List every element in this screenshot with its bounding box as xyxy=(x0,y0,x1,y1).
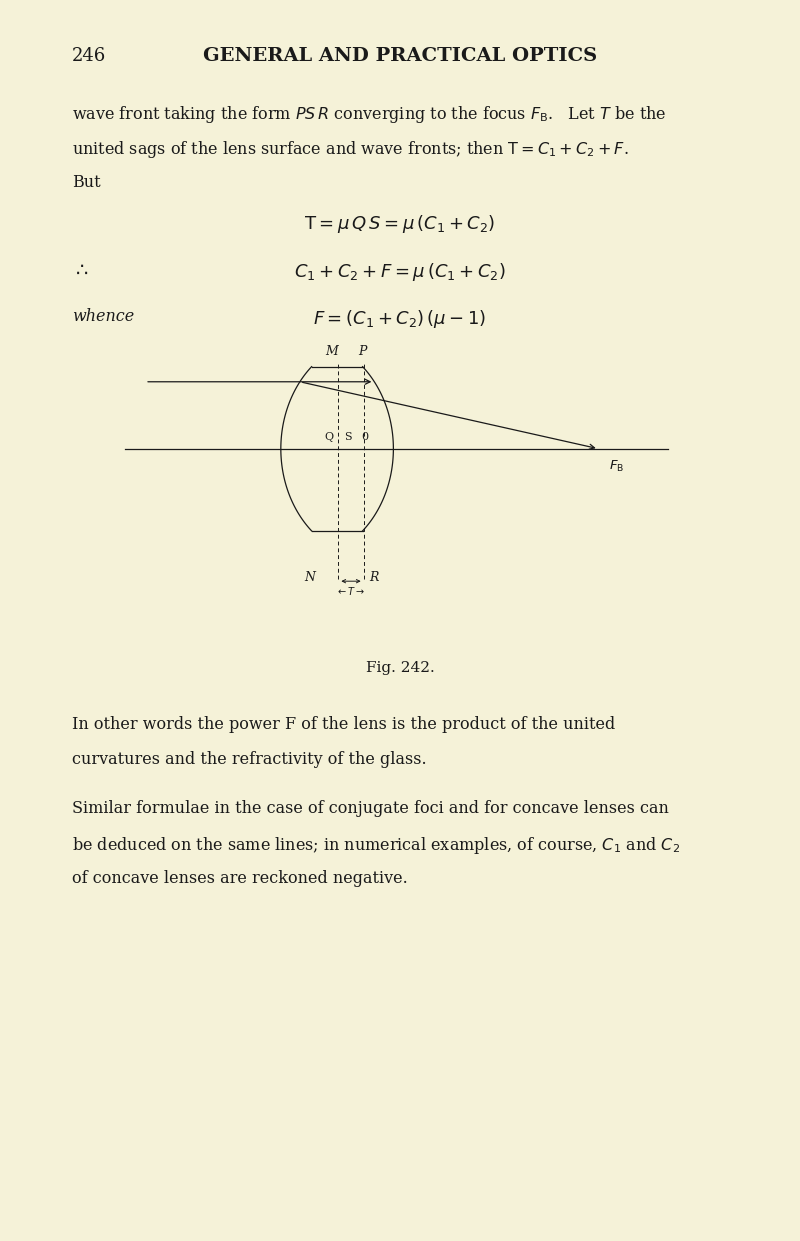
Text: whence: whence xyxy=(72,308,134,325)
Text: Similar formulae in the case of conjugate foci and for concave lenses can: Similar formulae in the case of conjugat… xyxy=(72,800,669,818)
Text: curvatures and the refractivity of the glass.: curvatures and the refractivity of the g… xyxy=(72,751,426,768)
Text: But: But xyxy=(72,174,101,191)
Text: united sags of the lens surface and wave fronts; then $\mathrm{T} = C_1 + C_2 + : united sags of the lens surface and wave… xyxy=(72,139,629,160)
Text: $\mathrm{T} = \mu\,Q\,S = \mu\,(C_1 + C_2)$: $\mathrm{T} = \mu\,Q\,S = \mu\,(C_1 + C_… xyxy=(305,213,495,236)
Text: wave front taking the form $PS\,R$ converging to the focus $F_{\mathrm{B}}$.   L: wave front taking the form $PS\,R$ conve… xyxy=(72,104,666,125)
Text: 246: 246 xyxy=(72,47,106,66)
Text: Q: Q xyxy=(325,432,334,443)
Text: R: R xyxy=(369,571,378,585)
Text: Fig. 242.: Fig. 242. xyxy=(366,661,434,675)
Text: $F = (C_1 + C_2)\,(\mu - 1)$: $F = (C_1 + C_2)\,(\mu - 1)$ xyxy=(314,308,486,330)
Text: N: N xyxy=(304,571,314,585)
Text: 0: 0 xyxy=(362,432,369,443)
Text: $\therefore$: $\therefore$ xyxy=(72,261,89,279)
Text: $C_1 + C_2 + F = \mu\,(C_1 + C_2)$: $C_1 + C_2 + F = \mu\,(C_1 + C_2)$ xyxy=(294,261,506,283)
Text: In other words the power F of the lens is the product of the united: In other words the power F of the lens i… xyxy=(72,716,615,733)
Text: of concave lenses are reckoned negative.: of concave lenses are reckoned negative. xyxy=(72,870,408,887)
Text: be deduced on the same lines; in numerical examples, of course, $C_1$ and $C_2$: be deduced on the same lines; in numeric… xyxy=(72,835,680,856)
Text: S: S xyxy=(344,432,351,443)
Text: M: M xyxy=(326,345,338,359)
Text: $F_{\mathrm{B}}$: $F_{\mathrm{B}}$ xyxy=(609,459,624,474)
Text: P: P xyxy=(358,345,366,359)
Text: GENERAL AND PRACTICAL OPTICS: GENERAL AND PRACTICAL OPTICS xyxy=(203,47,597,66)
Text: $\leftarrow T\rightarrow$: $\leftarrow T\rightarrow$ xyxy=(336,586,366,597)
